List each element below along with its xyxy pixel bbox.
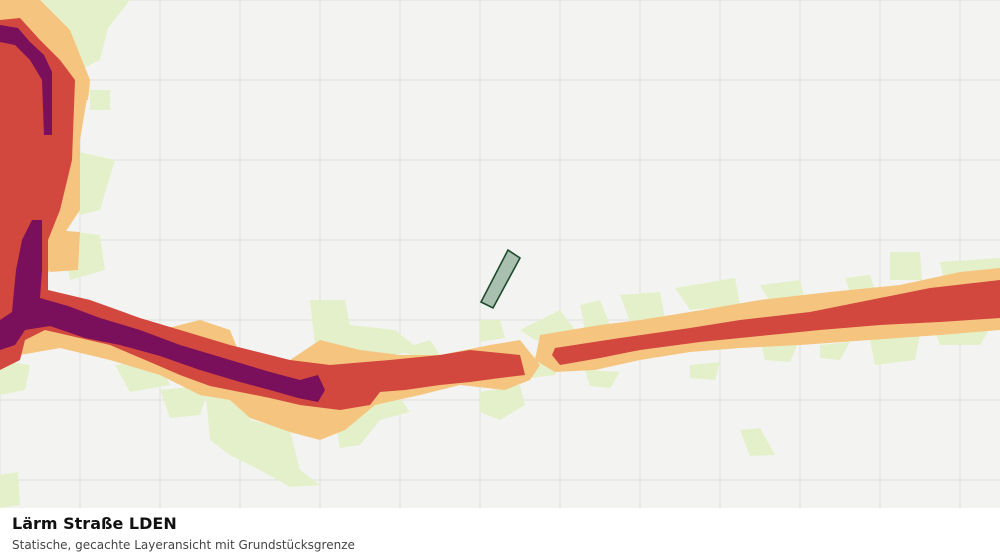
- map-caption: Lärm Straße LDEN Statische, gecachte Lay…: [0, 508, 1000, 560]
- noise-band-high: [0, 18, 1000, 410]
- map-title: Lärm Straße LDEN: [12, 514, 177, 533]
- noise-layer: [0, 0, 1000, 508]
- parcel-boundary[interactable]: [479, 248, 522, 310]
- map-subtitle: Statische, gecachte Layeransicht mit Gru…: [12, 538, 355, 552]
- noise-band-highest: [0, 25, 325, 402]
